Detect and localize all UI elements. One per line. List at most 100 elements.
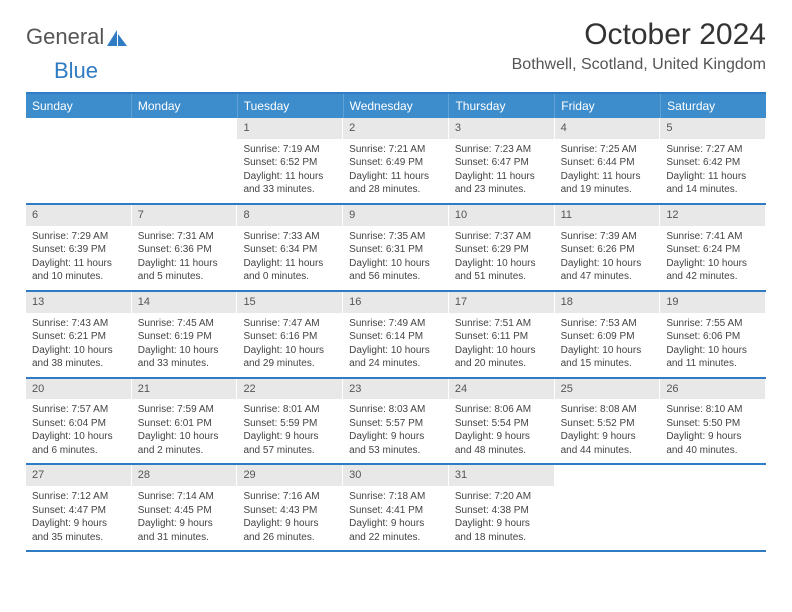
day-number: 5: [660, 118, 765, 139]
week-row: 20 Sunrise: 7:57 AMSunset: 6:04 PM Dayligh…: [26, 379, 766, 466]
day-body: Sunrise: 7:51 AMSunset: 6:11 PMDaylight:…: [449, 313, 554, 377]
daylight-line: Daylight: 10 hours and 20 minutes.: [455, 344, 548, 371]
daylight-line: Daylight: 9 hours and 26 minutes.: [243, 517, 336, 544]
weekday-header: Tuesday: [238, 94, 344, 118]
day-body: Sunrise: 7:49 AMSunset: 6:14 PMDaylight:…: [343, 313, 448, 377]
day-number: 15: [237, 292, 342, 313]
sunset-line: Sunset: 6:14 PM: [349, 330, 442, 344]
sunrise-line: Sunrise: 7:39 AM: [561, 230, 654, 244]
day-cell: 18Sunrise: 7:53 AMSunset: 6:09 PMDayligh…: [555, 292, 661, 377]
sunrise-line: Sunrise: 7:49 AM: [349, 317, 442, 331]
sunset-line: Sunset: 6:39 PM: [32, 243, 125, 257]
day-body: Sunrise: 7:55 AMSunset: 6:06 PMDaylight:…: [660, 313, 765, 377]
sunrise-line: Sunrise: 7:27 AM: [666, 143, 759, 157]
sunset-line: Sunset: 6:06 PM: [666, 330, 759, 344]
day-body: Sunrise: 7:14 AMSunset: 4:45 PMDaylight:…: [132, 486, 237, 550]
sunset-line: Sunset: 4:47 PM: [32, 504, 125, 518]
sunrise-line: Sunrise: 7:31 AM: [138, 230, 231, 244]
sunrise-line: Sunrise: 7:14 AM: [138, 490, 231, 504]
sunset-line: Sunset: 6:04 PM: [32, 417, 125, 431]
day-cell: 11Sunrise: 7:39 AMSunset: 6:26 PMDayligh…: [555, 205, 661, 290]
weekday-header: Monday: [132, 94, 238, 118]
sunset-line: Sunset: 6:01 PM: [138, 417, 231, 431]
weeks-container: 1Sunrise: 7:19 AMSunset: 6:52 PMDaylight…: [26, 118, 766, 552]
day-cell: 28Sunrise: 7:14 AMSunset: 4:45 PMDayligh…: [132, 465, 238, 550]
daylight-line: Daylight: 10 hours and 24 minutes.: [349, 344, 442, 371]
day-number: 6: [26, 205, 131, 226]
day-number: 7: [132, 205, 237, 226]
day-cell: 26Sunrise: 8:10 AMSunset: 5:50 PMDayligh…: [660, 379, 766, 464]
sunrise-line: Sunrise: 8:01 AM: [243, 403, 336, 417]
day-body: Sunrise: 7:59 AMSunset: 6:01 PMDaylight:…: [132, 399, 237, 463]
day-cell: [555, 465, 661, 550]
sunset-line: Sunset: 6:16 PM: [243, 330, 336, 344]
sunrise-line: Sunrise: 7:19 AM: [243, 143, 336, 157]
sunset-line: Sunset: 5:59 PM: [243, 417, 336, 431]
day-body: Sunrise: 7:45 AMSunset: 6:19 PMDaylight:…: [132, 313, 237, 377]
sunset-line: Sunset: 4:43 PM: [243, 504, 336, 518]
day-cell: 17Sunrise: 7:51 AMSunset: 6:11 PMDayligh…: [449, 292, 555, 377]
day-cell: 12Sunrise: 7:41 AMSunset: 6:24 PMDayligh…: [660, 205, 766, 290]
sunrise-line: Sunrise: 7:21 AM: [349, 143, 442, 157]
day-body: Sunrise: 7:25 AMSunset: 6:44 PMDaylight:…: [555, 139, 660, 203]
day-number: 9: [343, 205, 448, 226]
month-title: October 2024: [512, 18, 766, 52]
day-cell: 8Sunrise: 7:33 AMSunset: 6:34 PMDaylight…: [237, 205, 343, 290]
sunrise-line: Sunrise: 7:23 AM: [455, 143, 548, 157]
day-number: 20: [26, 379, 131, 400]
day-cell: [132, 118, 238, 203]
sunset-line: Sunset: 5:52 PM: [561, 417, 654, 431]
day-number: 26: [660, 379, 765, 400]
day-cell: 10Sunrise: 7:37 AMSunset: 6:29 PMDayligh…: [449, 205, 555, 290]
sunrise-line: Sunrise: 7:55 AM: [666, 317, 759, 331]
day-cell: 6Sunrise: 7:29 AMSunset: 6:39 PMDaylight…: [26, 205, 132, 290]
sunrise-line: Sunrise: 7:45 AM: [138, 317, 231, 331]
week-row: 1Sunrise: 7:19 AMSunset: 6:52 PMDaylight…: [26, 118, 766, 205]
sunset-line: Sunset: 6:49 PM: [349, 156, 442, 170]
day-number: 10: [449, 205, 554, 226]
day-number: 11: [555, 205, 660, 226]
day-cell: 9Sunrise: 7:35 AMSunset: 6:31 PMDaylight…: [343, 205, 449, 290]
sunrise-line: Sunrise: 8:10 AM: [666, 403, 759, 417]
day-body: Sunrise: 7:33 AMSunset: 6:34 PMDaylight:…: [237, 226, 342, 290]
week-row: 6Sunrise: 7:29 AMSunset: 6:39 PMDaylight…: [26, 205, 766, 292]
sunset-line: Sunset: 6:09 PM: [561, 330, 654, 344]
daylight-line: Daylight: 10 hours and 15 minutes.: [561, 344, 654, 371]
calendar-page: General October 2024 Bothwell, Scotland,…: [0, 0, 792, 552]
sunset-line: Sunset: 5:50 PM: [666, 417, 759, 431]
day-number: 28: [132, 465, 237, 486]
sunrise-line: Sunrise: 7:59 AM: [138, 403, 231, 417]
day-body: Sunrise: 8:03 AMSunset: 5:57 PMDaylight:…: [343, 399, 448, 463]
sunrise-line: Sunrise: 7:57 AM: [32, 403, 125, 417]
sunrise-line: Sunrise: 8:08 AM: [561, 403, 654, 417]
daylight-line: Daylight: 11 hours and 33 minutes.: [243, 170, 336, 197]
day-number: 21: [132, 379, 237, 400]
day-body: Sunrise: 7:19 AMSunset: 6:52 PMDaylight:…: [237, 139, 342, 203]
day-number: 8: [237, 205, 342, 226]
weekday-header: Friday: [555, 94, 661, 118]
day-body: Sunrise: 7:16 AMSunset: 4:43 PMDaylight:…: [237, 486, 342, 550]
sunset-line: Sunset: 5:54 PM: [455, 417, 548, 431]
day-cell: [26, 118, 132, 203]
day-number: 18: [555, 292, 660, 313]
weekday-header: Saturday: [661, 94, 766, 118]
sunset-line: Sunset: 6:21 PM: [32, 330, 125, 344]
calendar-grid: SundayMondayTuesdayWednesdayThursdayFrid…: [26, 92, 766, 552]
day-number: 1: [237, 118, 342, 139]
day-body: Sunrise: 7:43 AMSunset: 6:21 PMDaylight:…: [26, 313, 131, 377]
daylight-line: Daylight: 10 hours and 47 minutes.: [561, 257, 654, 284]
daylight-line: Daylight: 9 hours and 18 minutes.: [455, 517, 548, 544]
sunrise-line: Sunrise: 7:33 AM: [243, 230, 336, 244]
daylight-line: Daylight: 11 hours and 5 minutes.: [138, 257, 231, 284]
daylight-line: Daylight: 10 hours and 33 minutes.: [138, 344, 231, 371]
day-number: 13: [26, 292, 131, 313]
sunset-line: Sunset: 6:31 PM: [349, 243, 442, 257]
weekday-header-row: SundayMondayTuesdayWednesdayThursdayFrid…: [26, 94, 766, 118]
daylight-line: Daylight: 9 hours and 35 minutes.: [32, 517, 125, 544]
day-body: Sunrise: 7:53 AMSunset: 6:09 PMDaylight:…: [555, 313, 660, 377]
day-cell: 19Sunrise: 7:55 AMSunset: 6:06 PMDayligh…: [660, 292, 766, 377]
sunrise-line: Sunrise: 8:03 AM: [349, 403, 442, 417]
daylight-line: Daylight: 10 hours and 11 minutes.: [666, 344, 759, 371]
sunset-line: Sunset: 4:41 PM: [349, 504, 442, 518]
daylight-line: Daylight: 9 hours and 44 minutes.: [561, 430, 654, 457]
